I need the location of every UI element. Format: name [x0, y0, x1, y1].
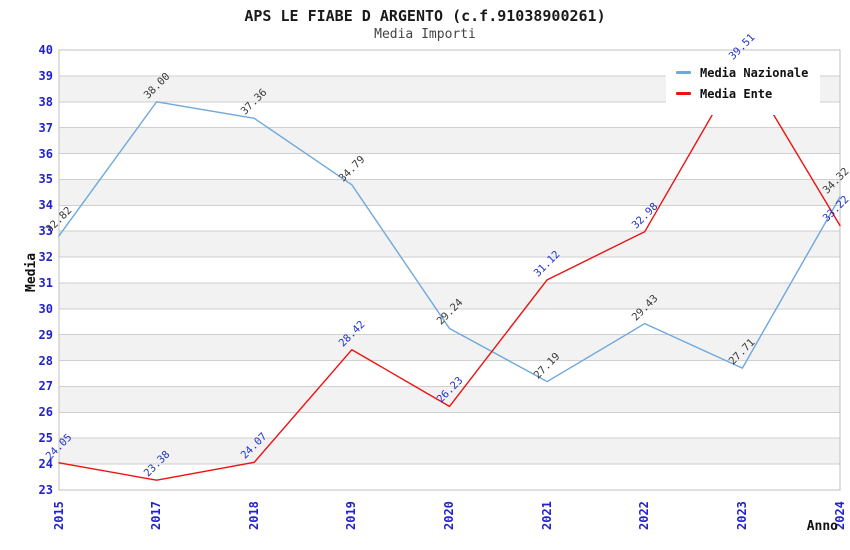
x-tick-label: 2019 [344, 501, 359, 530]
grid-band [59, 386, 840, 413]
legend-item-media-ente: Media Ente [676, 86, 808, 101]
x-axis-title: Anno [806, 519, 838, 534]
x-tick-label: 2018 [246, 501, 261, 530]
y-tick-label: 32 [38, 250, 53, 265]
legend-label-media-nazionale: Media Nazionale [700, 65, 809, 80]
y-tick-label: 35 [38, 172, 53, 187]
series-line-media-nazionale [58, 101, 841, 383]
y-tick-label: 31 [38, 275, 53, 290]
x-tick-label: 2022 [637, 501, 652, 530]
grid-band [59, 438, 840, 465]
series-line-media-ente [58, 61, 841, 481]
y-tick-label: 30 [38, 301, 53, 316]
y-tick-label: 28 [38, 353, 53, 368]
grid-band [59, 334, 840, 361]
y-tick-label: 39 [38, 68, 53, 83]
x-tick-label: 2015 [51, 501, 66, 530]
y-axis-title: Media [24, 252, 39, 292]
y-tick-label: 25 [38, 431, 53, 446]
grid-band [59, 179, 840, 206]
x-tick-label: 2023 [734, 501, 749, 530]
y-tick-label: 36 [38, 146, 53, 161]
y-tick-label: 27 [38, 379, 53, 394]
x-tick-label: 2021 [539, 501, 554, 530]
y-tick-label: 37 [38, 120, 53, 135]
chart-title: APS LE FIABE D ARGENTO (c.f.91038900261) [244, 7, 606, 25]
legend-item-media-nazionale: Media Nazionale [676, 65, 808, 80]
y-tick-label: 24 [38, 457, 53, 472]
legend-swatch-media-nazionale-icon [676, 71, 691, 74]
y-tick-label: 38 [38, 94, 53, 109]
x-tick-label: 2020 [442, 501, 456, 530]
grid-band [59, 282, 840, 309]
legend-swatch-media-ente-icon [676, 92, 691, 95]
grid-band [59, 127, 840, 154]
legend: Media Nazionale Media Ente [666, 55, 821, 115]
y-tick-label: 29 [38, 327, 53, 342]
chart-subtitle: Media Importi [374, 27, 476, 42]
plot-border [58, 49, 841, 491]
y-tick-label: 23 [38, 483, 53, 497]
y-tick-label: 40 [38, 43, 53, 57]
y-tick-label: 34 [38, 198, 53, 213]
y-tick-label: 26 [38, 405, 53, 420]
y-tick-label: 33 [38, 224, 53, 239]
x-tick-label: 2017 [149, 501, 164, 530]
legend-label-media-ente: Media Ente [700, 86, 773, 101]
grid-band [59, 231, 840, 258]
